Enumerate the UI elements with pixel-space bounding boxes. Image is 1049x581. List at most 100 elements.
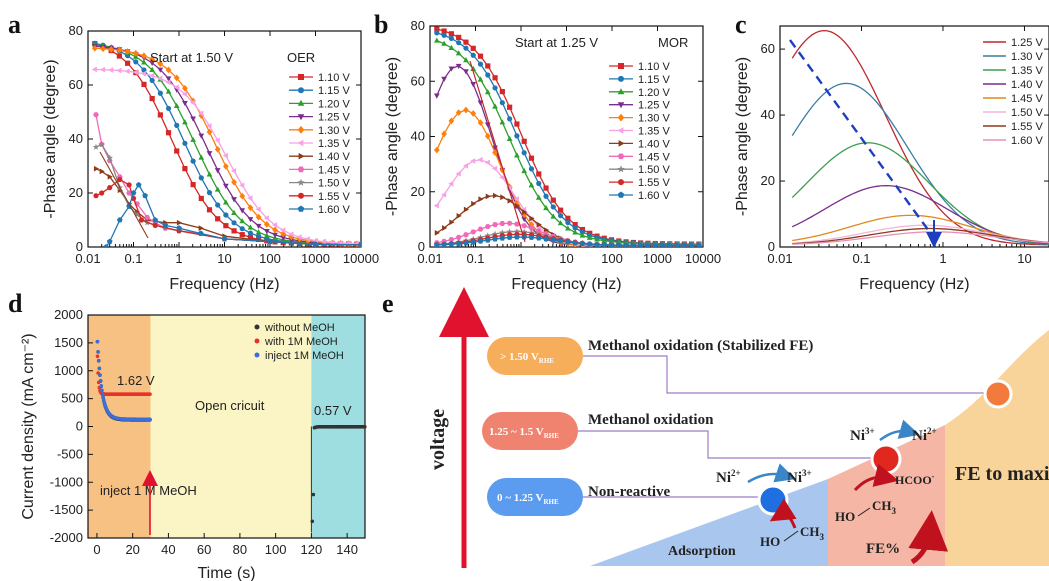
data-point xyxy=(528,225,535,231)
data-point xyxy=(433,146,440,154)
data-point xyxy=(514,152,520,158)
legend-entry-9: 1.55 V xyxy=(638,177,670,189)
data-point xyxy=(608,238,615,244)
data-point xyxy=(91,44,98,52)
data-point xyxy=(138,217,145,223)
data-point xyxy=(312,241,319,247)
data-point xyxy=(470,110,477,117)
data-point xyxy=(173,74,180,82)
data-point xyxy=(579,229,586,235)
region-1-62v xyxy=(88,315,151,538)
data-point xyxy=(256,236,262,243)
series-line xyxy=(791,29,1049,246)
data-point xyxy=(174,122,180,128)
data-point xyxy=(162,222,169,228)
legend-title: MOR xyxy=(658,35,688,50)
data-point xyxy=(141,52,147,60)
ch3-low-text: CH xyxy=(800,524,820,539)
data-point xyxy=(507,104,513,110)
label-inject: inject 1 M MeOH xyxy=(100,483,197,498)
data-point xyxy=(491,230,499,237)
data-point xyxy=(255,213,262,221)
data-point xyxy=(198,225,204,231)
y-tick-label: 20 xyxy=(761,173,775,188)
legend-entry-5: 1.35 V xyxy=(638,126,670,138)
data-point xyxy=(470,82,477,88)
data-point xyxy=(506,234,513,240)
x-tick-label: 40 xyxy=(161,542,175,557)
data-point xyxy=(272,232,278,238)
data-point xyxy=(528,166,535,172)
legend-entry-4: 1.30 V xyxy=(318,125,350,137)
data-point xyxy=(165,79,171,86)
data-point xyxy=(93,193,99,199)
data-point xyxy=(528,182,535,188)
trend-line xyxy=(99,151,149,239)
chart-b-mor-phase: 0.01 0.1 1 10 100 1000 10000 0 20 40 60 80 Frequency… xyxy=(384,18,721,293)
data-point xyxy=(198,195,204,202)
data-point xyxy=(157,67,164,73)
data-point xyxy=(152,222,158,228)
data-point xyxy=(477,76,484,82)
data-point xyxy=(124,60,131,66)
data-point xyxy=(141,81,147,87)
data-point xyxy=(182,166,188,172)
connector-high xyxy=(583,355,996,394)
data-point xyxy=(449,219,455,226)
legend-entry-3: 1.25 V xyxy=(318,112,350,124)
x-tick-label: 1000 xyxy=(301,251,330,266)
data-point xyxy=(528,155,535,161)
data-point xyxy=(157,75,163,82)
data-point xyxy=(470,45,476,51)
data-point xyxy=(198,175,204,181)
data-point xyxy=(543,193,549,199)
x-axis-label: Frequency (Hz) xyxy=(169,276,279,293)
data-point xyxy=(116,53,122,59)
connector-mid xyxy=(578,430,884,459)
series-line xyxy=(791,185,1049,244)
data-point xyxy=(214,168,221,174)
data-point xyxy=(514,121,520,127)
x-tick-label: 0.01 xyxy=(417,251,442,266)
data-point xyxy=(206,171,213,177)
data-point xyxy=(108,45,115,53)
data-point xyxy=(126,182,132,188)
data-point xyxy=(263,228,270,235)
data-point xyxy=(107,185,113,191)
data-point xyxy=(441,32,447,38)
x-tick-label: 1 xyxy=(517,251,524,266)
data-point xyxy=(231,220,237,226)
legend-swatch xyxy=(254,324,260,330)
data-point xyxy=(358,241,361,247)
legend-swatch-marker xyxy=(618,75,624,82)
data-point xyxy=(98,141,105,148)
data-point xyxy=(557,213,564,219)
data-point xyxy=(565,239,571,245)
series-1_55V xyxy=(792,227,1049,245)
data-point xyxy=(557,220,564,226)
data-point xyxy=(222,152,228,159)
fe-max-label: FE to maximum xyxy=(955,463,1049,485)
data-point xyxy=(514,203,521,209)
data-point xyxy=(190,97,196,105)
data-point xyxy=(231,228,237,234)
data-point xyxy=(615,242,622,247)
data-point xyxy=(91,66,97,73)
data-point xyxy=(579,240,586,247)
data-point xyxy=(455,50,462,56)
data-point xyxy=(296,234,302,240)
data-point xyxy=(231,209,237,216)
data-point xyxy=(463,206,470,213)
data-point xyxy=(223,162,229,170)
x-tick-label: 0.1 xyxy=(124,251,142,266)
legend-swatch-marker xyxy=(298,74,304,80)
data-point xyxy=(492,192,499,199)
data-point xyxy=(190,158,196,164)
legend-swatch-marker xyxy=(297,205,305,212)
data-point xyxy=(463,106,469,114)
data-point xyxy=(484,132,491,140)
data-point xyxy=(255,223,262,230)
data-point xyxy=(455,109,462,116)
series-1_40V xyxy=(791,185,1049,244)
data-point xyxy=(197,230,204,236)
